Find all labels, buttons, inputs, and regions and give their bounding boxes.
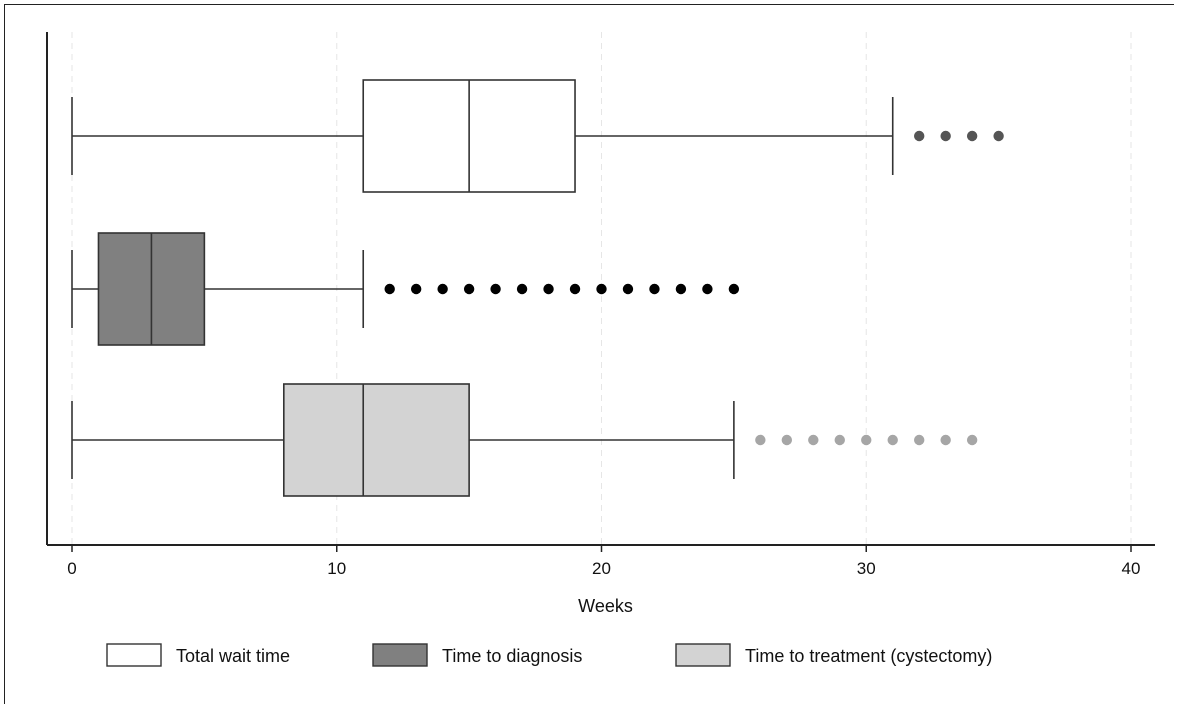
x-tick-label: 0 (67, 559, 76, 578)
chart-frame (4, 4, 1174, 704)
x-tick-label: 20 (592, 559, 611, 578)
outlier-point (728, 283, 740, 295)
outlier-point (516, 283, 528, 295)
outlier-point (861, 434, 872, 446)
box-plot-series (71, 383, 978, 497)
box-plot-series (71, 232, 740, 346)
outlier-point (940, 434, 951, 446)
x-tick-label: 10 (327, 559, 346, 578)
outlier-point (887, 434, 898, 446)
outlier-point (914, 130, 925, 142)
outlier-point (834, 434, 845, 446)
outlier-point (622, 283, 634, 295)
outlier-point (410, 283, 422, 295)
outlier-point (702, 283, 713, 295)
outlier-point (914, 434, 925, 446)
outlier-point (437, 283, 448, 295)
x-axis-title: Weeks (578, 596, 633, 616)
outlier-point (993, 130, 1004, 142)
outlier-point (966, 130, 978, 142)
legend-swatch (106, 643, 162, 667)
outlier-point (649, 283, 660, 295)
x-tick-label: 40 (1122, 559, 1141, 578)
outlier-point (490, 283, 501, 295)
legend-label: Time to treatment (cystectomy) (745, 646, 992, 666)
outlier-point (569, 283, 581, 295)
outlier-point (755, 434, 766, 446)
outlier-point (543, 283, 554, 295)
outlier-point (808, 434, 819, 446)
x-tick-label: 30 (857, 559, 876, 578)
legend-swatch (675, 643, 731, 667)
outlier-point (940, 130, 951, 142)
legend-label: Time to diagnosis (442, 646, 582, 666)
box-plot-series (71, 79, 1004, 193)
iqr-box (282, 383, 470, 497)
outlier-point (966, 434, 978, 446)
outlier-point (463, 283, 475, 295)
outlier-point (596, 283, 607, 295)
outlier-point (675, 283, 687, 295)
legend-swatch (372, 643, 428, 667)
outlier-point (781, 434, 793, 446)
legend-label: Total wait time (176, 646, 290, 666)
outlier-point (384, 283, 395, 295)
